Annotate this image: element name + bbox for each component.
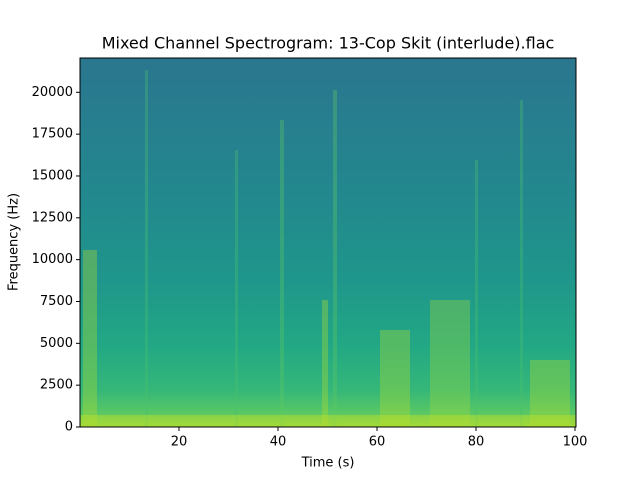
- plot-frame: [79, 57, 577, 428]
- y-tick-label: 5000: [40, 336, 73, 351]
- x-axis-label: Time (s): [301, 456, 355, 471]
- y-tick-label: 12500: [32, 210, 73, 225]
- x-tick-label: 100: [563, 435, 588, 450]
- streak: [520, 100, 523, 427]
- streak: [235, 150, 238, 427]
- streak: [83, 250, 97, 427]
- x-tick-label: 40: [270, 435, 287, 450]
- streak: [145, 70, 148, 427]
- y-tick-label: 2500: [40, 378, 73, 393]
- x-tick-label: 60: [369, 435, 386, 450]
- y-tick-label: 17500: [32, 127, 73, 142]
- x-tick-label: 20: [171, 435, 188, 450]
- streak: [322, 300, 328, 427]
- streak: [380, 330, 410, 427]
- streak: [280, 120, 284, 427]
- streak: [430, 300, 470, 427]
- chart-title: Mixed Channel Spectrogram: 13-Cop Skit (…: [102, 34, 555, 53]
- y-tick-label: 15000: [32, 168, 73, 183]
- low-band: [80, 415, 576, 427]
- y-tick-label: 20000: [32, 85, 73, 100]
- spectrogram-image: [80, 58, 576, 427]
- streak: [475, 160, 478, 427]
- spectrogram-background: [80, 58, 576, 427]
- streak: [333, 90, 337, 427]
- y-tick-label: 10000: [32, 252, 73, 267]
- y-tick-label: 0: [65, 420, 73, 435]
- y-tick-label: 7500: [40, 294, 73, 309]
- x-tick-label: 80: [468, 435, 485, 450]
- y-axis-label: Frequency (Hz): [7, 193, 22, 291]
